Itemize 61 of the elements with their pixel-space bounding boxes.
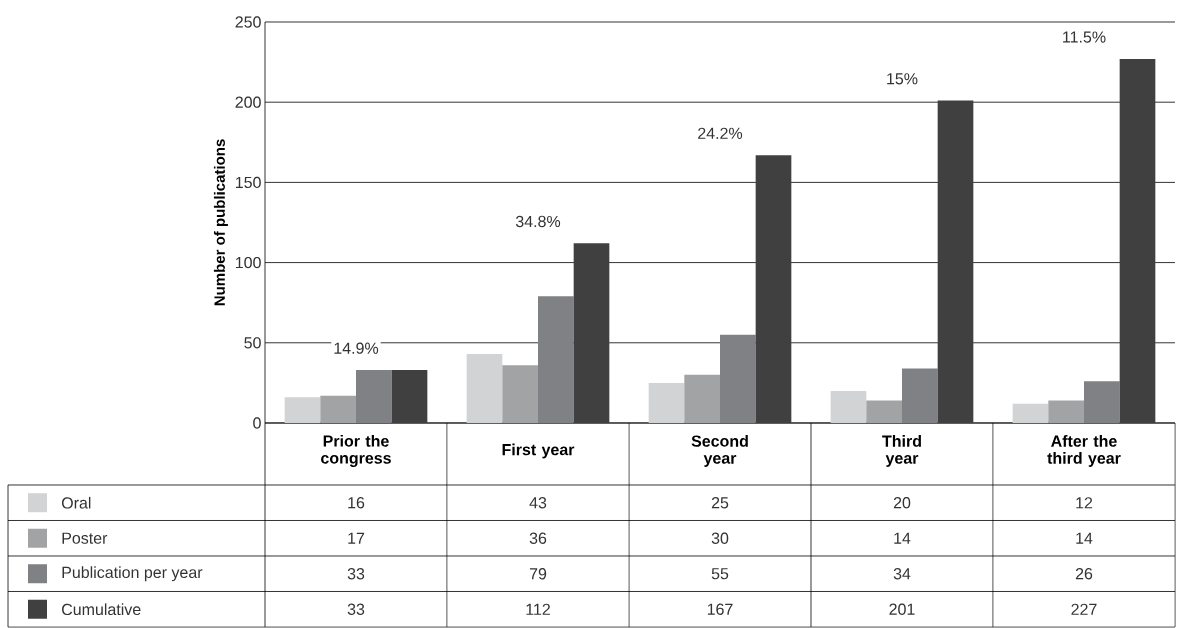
annotation: 11.5% [1063,31,1106,43]
bar [1012,403,1049,423]
y-tick-label: 50 [244,337,261,349]
legend-label: Poster [62,532,108,544]
data-label: 16 [348,497,365,509]
data-label: 167 [707,603,733,615]
bar [1083,381,1120,423]
legend-label: Publication per year [62,566,203,582]
y-tick-label: 150 [236,176,261,189]
bar [320,395,356,423]
bar [866,400,902,423]
data-label: 20 [893,497,911,509]
data-label: 26 [1075,568,1093,580]
y-tick-label: 100 [236,256,261,269]
bar [648,382,685,423]
bar [284,397,321,423]
bar [830,390,867,423]
data-label: 25 [711,497,729,509]
bar [1119,58,1156,423]
bar [937,100,974,423]
data-label: 33 [347,603,365,615]
legend-label: Cumulative [62,603,141,616]
data-label: 30 [711,532,729,544]
bar [356,370,392,423]
bar [719,334,756,423]
x-tick-label: Second year [691,435,748,467]
data-label: 12 [1076,497,1093,509]
data-label: 34 [893,568,911,580]
data-label: 55 [711,568,729,580]
y-axis-title: Number of publications [213,139,228,306]
bar [573,243,610,423]
y-tick-label: 250 [235,16,261,28]
legend-label: Oral [61,496,91,509]
data-label: 36 [529,532,547,544]
x-tick-label: After the third year [1047,435,1121,467]
bar [684,374,720,423]
bar [755,155,792,423]
x-tick-label: Third year [882,435,921,467]
annotation: 15% [887,73,918,85]
data-label: 14 [1076,532,1093,544]
data-label: 43 [529,497,547,509]
bar [902,368,938,423]
y-tick-label: 0 [253,417,261,429]
annotation: 24.2% [698,127,743,139]
bar [391,370,428,423]
bar [466,354,503,423]
bar [502,365,538,423]
data-label: 14 [894,532,911,544]
data-label: 17 [348,532,365,544]
data-label: 112 [526,603,550,615]
y-tick-label: 200 [235,96,261,108]
annotation: 34.8% [515,215,561,228]
x-tick-label: First year [502,443,575,459]
annotation: 14.9% [334,342,379,354]
data-label: 79 [529,568,547,580]
bar [1048,400,1084,423]
data-label: 201 [889,603,915,615]
x-tick-label: Prior the congress [321,435,391,467]
bar [538,296,574,423]
data-label: 33 [347,568,365,580]
data-label: 227 [1071,603,1097,615]
